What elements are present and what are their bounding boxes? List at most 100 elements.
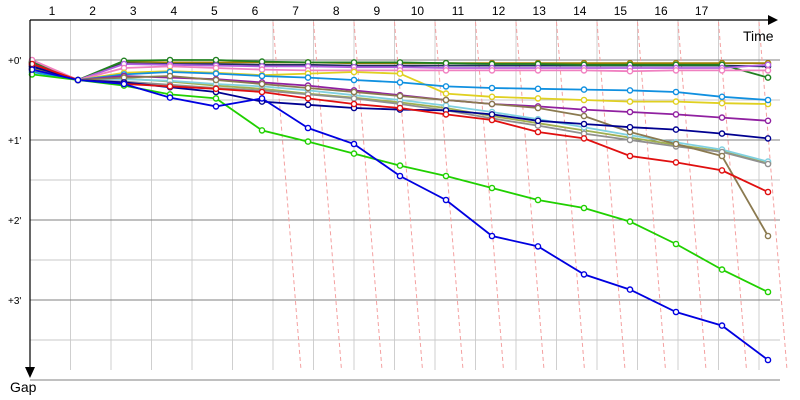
data-point [764, 67, 772, 74]
data-point [488, 111, 496, 118]
data-point [304, 124, 312, 132]
y-axis-arrow-icon [25, 367, 35, 378]
lap-tick-label: 7 [292, 4, 299, 18]
data-point [672, 67, 680, 74]
lap-tick-label: 12 [492, 4, 506, 18]
data-point [212, 95, 220, 102]
data-point [718, 93, 726, 101]
lap-marker-line [596, 21, 626, 371]
data-point [488, 116, 496, 124]
data-point [258, 80, 266, 88]
data-point [672, 140, 680, 148]
data-point [442, 83, 450, 90]
data-point [488, 67, 496, 74]
data-point [764, 288, 772, 296]
tick-labels: 1 2 3 4 5 6 7 8 9 10 11 12 13 14 15 16 17+0'+1'+2'+3' [8, 4, 709, 307]
lap-tick-label: 4 [170, 4, 177, 18]
lap-marker-line [353, 21, 383, 371]
data-point [350, 140, 358, 148]
data-point [534, 104, 542, 112]
data-point [350, 68, 358, 76]
data-point [534, 95, 542, 102]
lap-tick-label: 5 [211, 4, 218, 18]
data-point [258, 72, 266, 80]
data-point [580, 120, 588, 128]
data-point [580, 271, 588, 278]
data-point [718, 130, 726, 137]
data-point [396, 79, 404, 86]
data-point [212, 76, 220, 84]
data-point [672, 308, 680, 316]
lap-marker-line [677, 21, 707, 371]
data-point [396, 70, 404, 77]
data-point [488, 184, 496, 192]
lap-tick-label: 3 [130, 4, 137, 18]
x-axis-title: Time [743, 28, 774, 44]
data-point [442, 96, 450, 104]
lap-tick-label: 14 [573, 4, 587, 18]
data-point [672, 88, 680, 96]
data-point [212, 70, 220, 77]
data-point [718, 67, 726, 74]
data-point [626, 98, 634, 105]
data-point [764, 96, 772, 104]
lap-marker-line [272, 21, 302, 371]
data-point [166, 94, 174, 101]
lap-marker-line [515, 21, 545, 371]
data-point [580, 86, 588, 93]
data-point [626, 218, 634, 225]
data-point [764, 356, 772, 364]
data-point [488, 84, 496, 92]
data-point [166, 72, 174, 80]
lap-marker-line [434, 21, 464, 371]
data-point [304, 95, 312, 102]
data-point [258, 88, 266, 96]
lap-tick-label: 13 [533, 4, 547, 18]
lap-marker-line [475, 21, 504, 371]
data-point [304, 101, 312, 109]
y-tick-label: +2' [8, 216, 21, 227]
lap-tick-label: 15 [614, 4, 628, 18]
lap-tick-label: 10 [411, 4, 425, 18]
lap-marker-line [313, 21, 342, 371]
lap-marker-line [637, 21, 666, 371]
data-point [350, 100, 358, 108]
y-axis-title: Gap [10, 379, 37, 395]
data-point [488, 232, 496, 240]
data-point [764, 160, 772, 168]
data-point [350, 88, 358, 96]
series-group [28, 56, 772, 364]
lap-marker-line [758, 21, 788, 371]
lap-tick-label: 16 [654, 4, 668, 18]
data-point [580, 106, 588, 113]
data-point [626, 108, 634, 116]
lap-tick-label: 11 [452, 4, 465, 18]
data-point [488, 93, 496, 101]
data-point [672, 159, 680, 166]
data-point [580, 67, 588, 74]
data-point [580, 135, 588, 142]
y-tick-label: +0' [8, 56, 21, 67]
y-tick-label: +1' [8, 136, 21, 147]
axes: Time Gap [10, 15, 778, 395]
data-point [350, 76, 358, 84]
data-point [534, 85, 542, 93]
data-point [442, 196, 450, 204]
data-point [718, 322, 726, 329]
x-axis-arrow-icon [768, 15, 778, 25]
data-point [672, 111, 680, 118]
data-point [764, 232, 772, 240]
data-point [534, 67, 542, 74]
data-point [626, 123, 634, 131]
data-point [442, 172, 450, 180]
data-point [304, 84, 312, 92]
data-point [534, 196, 542, 204]
data-point [350, 95, 358, 102]
data-point [626, 136, 634, 144]
lap-marker-lines [272, 21, 788, 371]
lap-tick-label: 8 [333, 4, 340, 18]
data-point [442, 67, 450, 74]
lap-marker-line [718, 21, 747, 371]
lap-tick-label: 9 [373, 4, 380, 18]
